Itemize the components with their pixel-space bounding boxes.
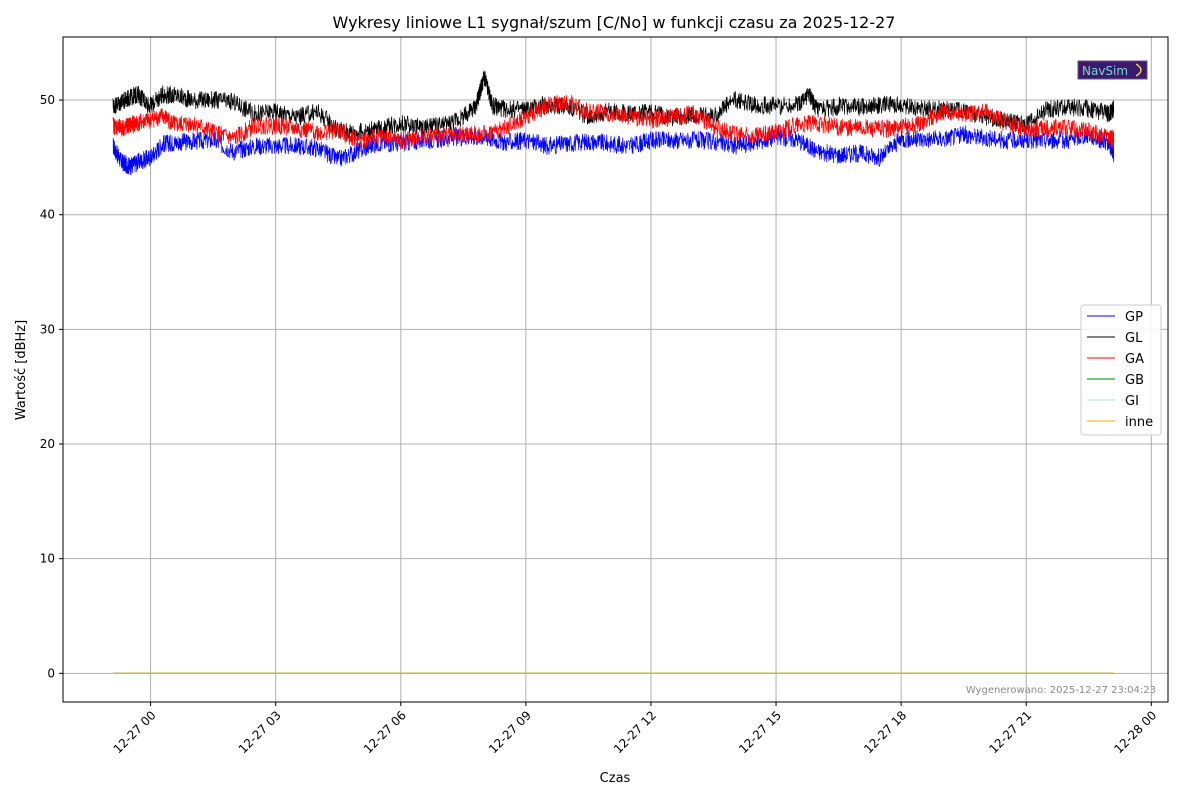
x-tick-label: 12-27 09 [486, 708, 534, 756]
y-axis-label: Wartość [dBHz] [14, 320, 29, 420]
legend-label-ga: GA [1125, 352, 1144, 367]
x-axis-label: Czas [600, 771, 631, 786]
x-tick-label: 12-28 00 [1111, 708, 1159, 756]
x-tick-label: 12-27 15 [736, 708, 784, 756]
y-axis-ticks: 0 10 20 30 40 50 [40, 93, 63, 680]
x-tick-label: 12-27 12 [611, 708, 659, 756]
series-line-gp [112, 125, 1115, 176]
plot-frame [62, 36, 1169, 703]
series-line-gl [112, 70, 1115, 142]
x-axis-ticks: 12-27 00 12-27 03 12-27 06 12-27 09 12-27 12… [111, 702, 1159, 756]
series-layer [112, 70, 1115, 674]
series-line-ga [112, 94, 1115, 150]
y-tick-label: 10 [40, 552, 55, 566]
y-tick-label: 20 [40, 437, 55, 451]
generated-timestamp: Wygenerowano: 2025-12-27 23:04:23 [966, 685, 1156, 696]
x-tick-label: 12-27 00 [111, 708, 159, 756]
legend-label-gp: GP [1125, 310, 1143, 325]
y-tick-label: 0 [47, 666, 55, 680]
chart-title: Wykresy liniowe L1 sygnał/szum [C/No] w … [333, 13, 896, 32]
y-tick-label: 50 [40, 93, 55, 107]
legend-label-inne: inne [1125, 415, 1153, 430]
y-tick-label: 30 [40, 322, 55, 336]
x-tick-label: 12-27 21 [986, 708, 1034, 756]
x-tick-label: 12-27 18 [861, 708, 909, 756]
x-tick-label: 12-27 03 [236, 708, 284, 756]
legend-label-gb: GB [1125, 373, 1144, 388]
logo-text: NavSim [1082, 64, 1128, 78]
legend-label-gi: GI [1125, 394, 1139, 409]
legend-label-gl: GL [1125, 331, 1143, 346]
legend: GP GL GA GB GI inne [1080, 304, 1162, 436]
x-tick-label: 12-27 06 [361, 708, 409, 756]
grid [63, 37, 1168, 702]
y-tick-label: 40 [40, 208, 55, 222]
navsim-logo: NavSim [1077, 60, 1148, 80]
